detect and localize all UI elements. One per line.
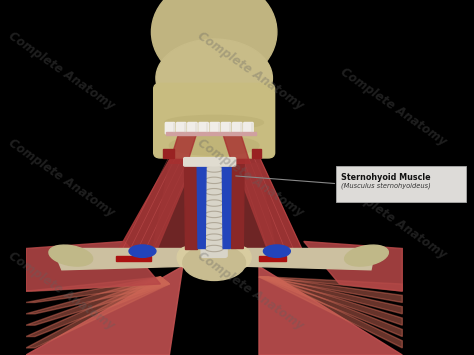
Ellipse shape (165, 115, 264, 130)
FancyBboxPatch shape (199, 122, 209, 134)
FancyBboxPatch shape (244, 122, 253, 134)
Polygon shape (26, 277, 169, 325)
Bar (166, 132, 256, 135)
Polygon shape (197, 160, 206, 248)
Ellipse shape (183, 245, 246, 280)
FancyBboxPatch shape (221, 122, 231, 134)
Polygon shape (259, 277, 402, 314)
Ellipse shape (169, 136, 259, 155)
Text: Complete Anatomy: Complete Anatomy (338, 65, 449, 148)
Bar (259, 256, 286, 261)
Ellipse shape (151, 0, 277, 85)
Text: Complete Anatomy: Complete Anatomy (338, 179, 449, 262)
Text: Complete Anatomy: Complete Anatomy (7, 29, 117, 113)
Polygon shape (241, 248, 375, 270)
Polygon shape (259, 277, 402, 325)
Text: Complete Anatomy: Complete Anatomy (195, 29, 305, 113)
Polygon shape (259, 277, 402, 291)
Polygon shape (26, 266, 183, 355)
FancyBboxPatch shape (210, 122, 219, 134)
Text: Complete Anatomy: Complete Anatomy (195, 136, 305, 219)
Polygon shape (151, 163, 277, 256)
FancyBboxPatch shape (165, 122, 175, 134)
Text: Complete Anatomy: Complete Anatomy (195, 250, 305, 333)
Text: (Musculus sternohyoideus): (Musculus sternohyoideus) (341, 183, 431, 190)
FancyBboxPatch shape (188, 122, 197, 134)
FancyBboxPatch shape (176, 122, 186, 134)
Polygon shape (231, 160, 244, 248)
FancyBboxPatch shape (233, 122, 242, 134)
Ellipse shape (177, 247, 197, 268)
Bar (252, 149, 261, 158)
Polygon shape (304, 241, 402, 291)
Polygon shape (26, 277, 169, 337)
Polygon shape (222, 160, 231, 248)
FancyBboxPatch shape (184, 158, 236, 166)
Polygon shape (26, 277, 169, 348)
Polygon shape (259, 277, 402, 302)
Polygon shape (259, 266, 402, 355)
FancyBboxPatch shape (336, 166, 466, 202)
Polygon shape (169, 135, 196, 163)
Text: Complete Anatomy: Complete Anatomy (7, 136, 117, 219)
Polygon shape (223, 135, 250, 163)
Polygon shape (26, 277, 169, 314)
Polygon shape (259, 277, 402, 337)
Bar (163, 149, 174, 158)
Polygon shape (259, 277, 402, 348)
Ellipse shape (129, 245, 156, 257)
Polygon shape (26, 277, 169, 291)
Polygon shape (111, 156, 196, 263)
Polygon shape (184, 160, 197, 248)
Polygon shape (53, 248, 187, 270)
Ellipse shape (156, 39, 273, 117)
Ellipse shape (264, 245, 290, 257)
Ellipse shape (49, 245, 93, 266)
Text: Complete Anatomy: Complete Anatomy (7, 250, 117, 333)
Polygon shape (26, 241, 160, 291)
FancyBboxPatch shape (154, 83, 274, 158)
Text: Sternohyoid Muscle: Sternohyoid Muscle (341, 173, 430, 182)
FancyBboxPatch shape (201, 158, 227, 257)
Ellipse shape (231, 247, 251, 268)
Bar (116, 256, 151, 261)
Polygon shape (232, 156, 308, 263)
Polygon shape (26, 277, 169, 302)
Ellipse shape (345, 245, 388, 266)
